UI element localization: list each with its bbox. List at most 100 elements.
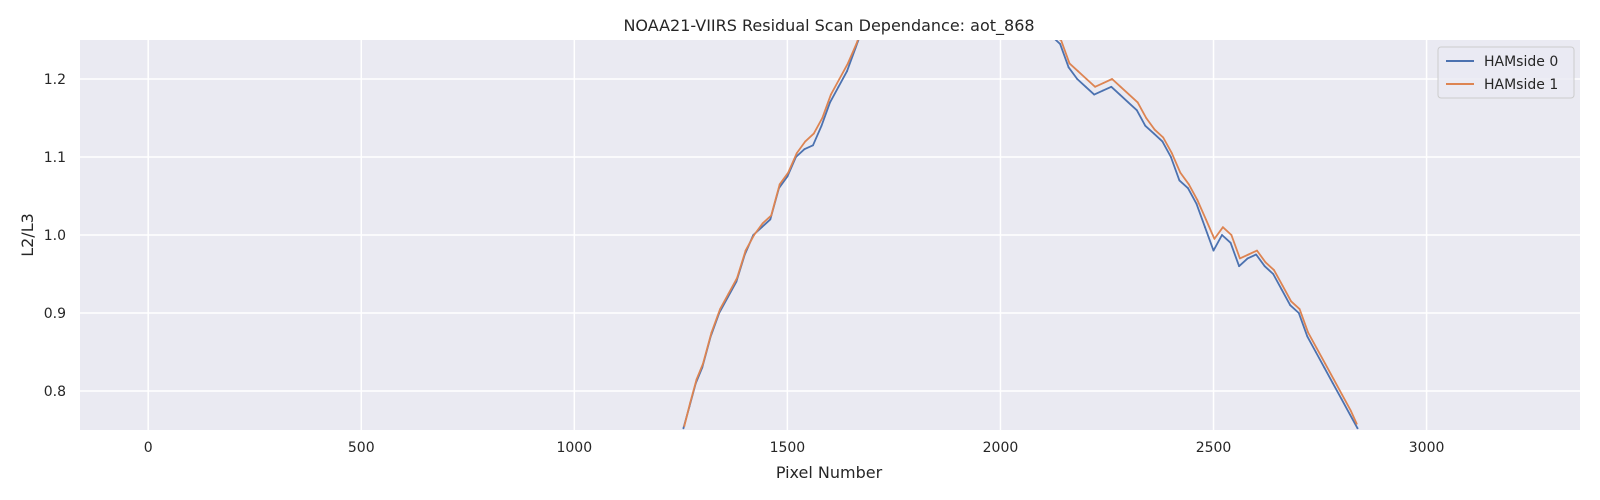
data-point-hamside-0 xyxy=(1255,253,1257,256)
data-point-hamside-0 xyxy=(1331,382,1334,385)
data-point-hamside-0 xyxy=(1297,312,1300,314)
legend: HAMside 0 HAMside 1 xyxy=(1437,46,1575,99)
data-point-hamside-0 xyxy=(1093,93,1096,96)
data-point-hamside-0 xyxy=(1323,366,1326,369)
data-point-hamside-1 xyxy=(1068,62,1071,65)
data-point-hamside-0 xyxy=(872,8,874,10)
data-point-hamside-1 xyxy=(1349,409,1352,412)
data-point-hamside-1 xyxy=(873,8,875,10)
data-point-hamside-1 xyxy=(1290,300,1292,303)
data-point-hamside-1 xyxy=(710,331,713,334)
data-point-hamside-0 xyxy=(1349,413,1351,416)
data-point-hamside-1 xyxy=(830,93,832,96)
x-tick-label: 0 xyxy=(144,440,153,456)
data-point-hamside-1 xyxy=(695,378,698,381)
data-point-hamside-0 xyxy=(1051,35,1053,37)
data-point-hamside-1 xyxy=(1281,284,1284,287)
data-point-hamside-1 xyxy=(804,140,807,143)
data-point-hamside-0 xyxy=(1272,273,1275,275)
data-point-hamside-0 xyxy=(1135,109,1138,112)
data-point-hamside-1 xyxy=(778,183,781,186)
data-point-hamside-1 xyxy=(744,249,747,252)
data-point-hamside-0 xyxy=(1101,89,1104,92)
data-point-hamside-1 xyxy=(787,171,790,174)
series-layer xyxy=(682,0,1359,430)
data-point-hamside-0 xyxy=(829,101,831,104)
data-point-hamside-1 xyxy=(855,43,858,45)
data-point-hamside-0 xyxy=(1356,427,1359,430)
data-point-hamside-1 xyxy=(1315,347,1318,349)
data-point-hamside-1 xyxy=(1187,183,1190,186)
data-point-hamside-1 xyxy=(1060,40,1062,41)
data-point-hamside-0 xyxy=(1289,304,1292,307)
data-point-hamside-1 xyxy=(702,362,704,365)
data-point-hamside-0 xyxy=(1059,43,1061,45)
data-point-hamside-0 xyxy=(889,0,891,2)
data-point-hamside-1 xyxy=(1085,78,1088,80)
data-point-hamside-0 xyxy=(682,427,685,430)
legend-label-hamside-0: HAMside 0 xyxy=(1484,54,1558,70)
data-point-hamside-0 xyxy=(760,226,763,229)
data-point-hamside-0 xyxy=(1017,8,1019,10)
data-point-hamside-1 xyxy=(736,277,738,279)
data-point-hamside-1 xyxy=(1230,234,1233,236)
x-tick-labels: 0 500 1000 1500 2000 2500 3000 xyxy=(144,440,1445,456)
data-point-hamside-1 xyxy=(847,62,849,65)
data-point-hamside-0 xyxy=(931,0,933,2)
data-point-hamside-0 xyxy=(820,124,823,127)
data-point-hamside-1 xyxy=(1077,70,1079,73)
data-point-hamside-1 xyxy=(1170,152,1173,155)
series-line-hamside-1 xyxy=(683,40,1358,427)
data-point-hamside-1 xyxy=(881,0,883,2)
data-point-hamside-0 xyxy=(1042,31,1044,33)
data-point-hamside-1 xyxy=(890,0,892,2)
y-tick-label: 1.1 xyxy=(44,150,66,166)
data-point-hamside-1 xyxy=(1264,261,1267,264)
x-tick-label: 3000 xyxy=(1409,440,1445,456)
data-point-hamside-0 xyxy=(1195,202,1198,205)
data-point-hamside-0 xyxy=(1238,265,1240,268)
data-point-hamside-0 xyxy=(1067,66,1070,69)
data-point-hamside-1 xyxy=(1043,27,1045,29)
data-point-hamside-1 xyxy=(1162,136,1165,139)
data-point-hamside-1 xyxy=(683,425,686,427)
data-point-hamside-1 xyxy=(770,214,773,217)
data-point-hamside-0 xyxy=(1110,85,1113,88)
data-point-hamside-0 xyxy=(786,175,789,178)
data-point-hamside-1 xyxy=(1239,257,1241,260)
data-point-hamside-0 xyxy=(1204,226,1206,229)
chart-title: NOAA21-VIIRS Residual Scan Dependance: a… xyxy=(623,16,1034,36)
data-point-hamside-1 xyxy=(838,78,841,80)
data-point-hamside-1 xyxy=(898,12,900,14)
data-point-hamside-1 xyxy=(1179,171,1182,174)
data-point-hamside-0 xyxy=(1008,0,1010,2)
data-point-hamside-1 xyxy=(795,152,798,155)
data-point-hamside-0 xyxy=(923,12,925,14)
x-axis-label: Pixel Number xyxy=(776,463,883,482)
grid-lines xyxy=(80,40,1580,430)
data-point-hamside-0 xyxy=(803,148,806,151)
data-point-hamside-1 xyxy=(1355,422,1358,425)
data-point-hamside-1 xyxy=(1307,331,1309,334)
data-point-hamside-1 xyxy=(1128,93,1130,96)
data-point-hamside-1 xyxy=(1145,117,1148,119)
x-tick-label: 1500 xyxy=(770,440,806,456)
data-point-hamside-1 xyxy=(1026,12,1028,14)
data-point-hamside-1 xyxy=(1213,238,1216,240)
x-tick-label: 1000 xyxy=(556,440,592,456)
data-point-hamside-0 xyxy=(1221,234,1223,236)
data-point-hamside-0 xyxy=(1187,187,1189,190)
data-point-hamside-0 xyxy=(769,218,772,221)
data-point-hamside-1 xyxy=(1196,199,1199,201)
x-tick-label: 500 xyxy=(348,440,375,456)
data-point-hamside-0 xyxy=(812,144,814,147)
data-point-hamside-0 xyxy=(1229,241,1232,244)
data-point-hamside-1 xyxy=(1018,4,1020,6)
data-point-hamside-0 xyxy=(1153,132,1155,135)
data-point-hamside-0 xyxy=(846,70,848,73)
data-point-hamside-1 xyxy=(753,234,755,236)
data-point-hamside-0 xyxy=(837,85,840,88)
data-point-hamside-0 xyxy=(1246,257,1249,260)
y-tick-label: 1.2 xyxy=(44,72,66,88)
